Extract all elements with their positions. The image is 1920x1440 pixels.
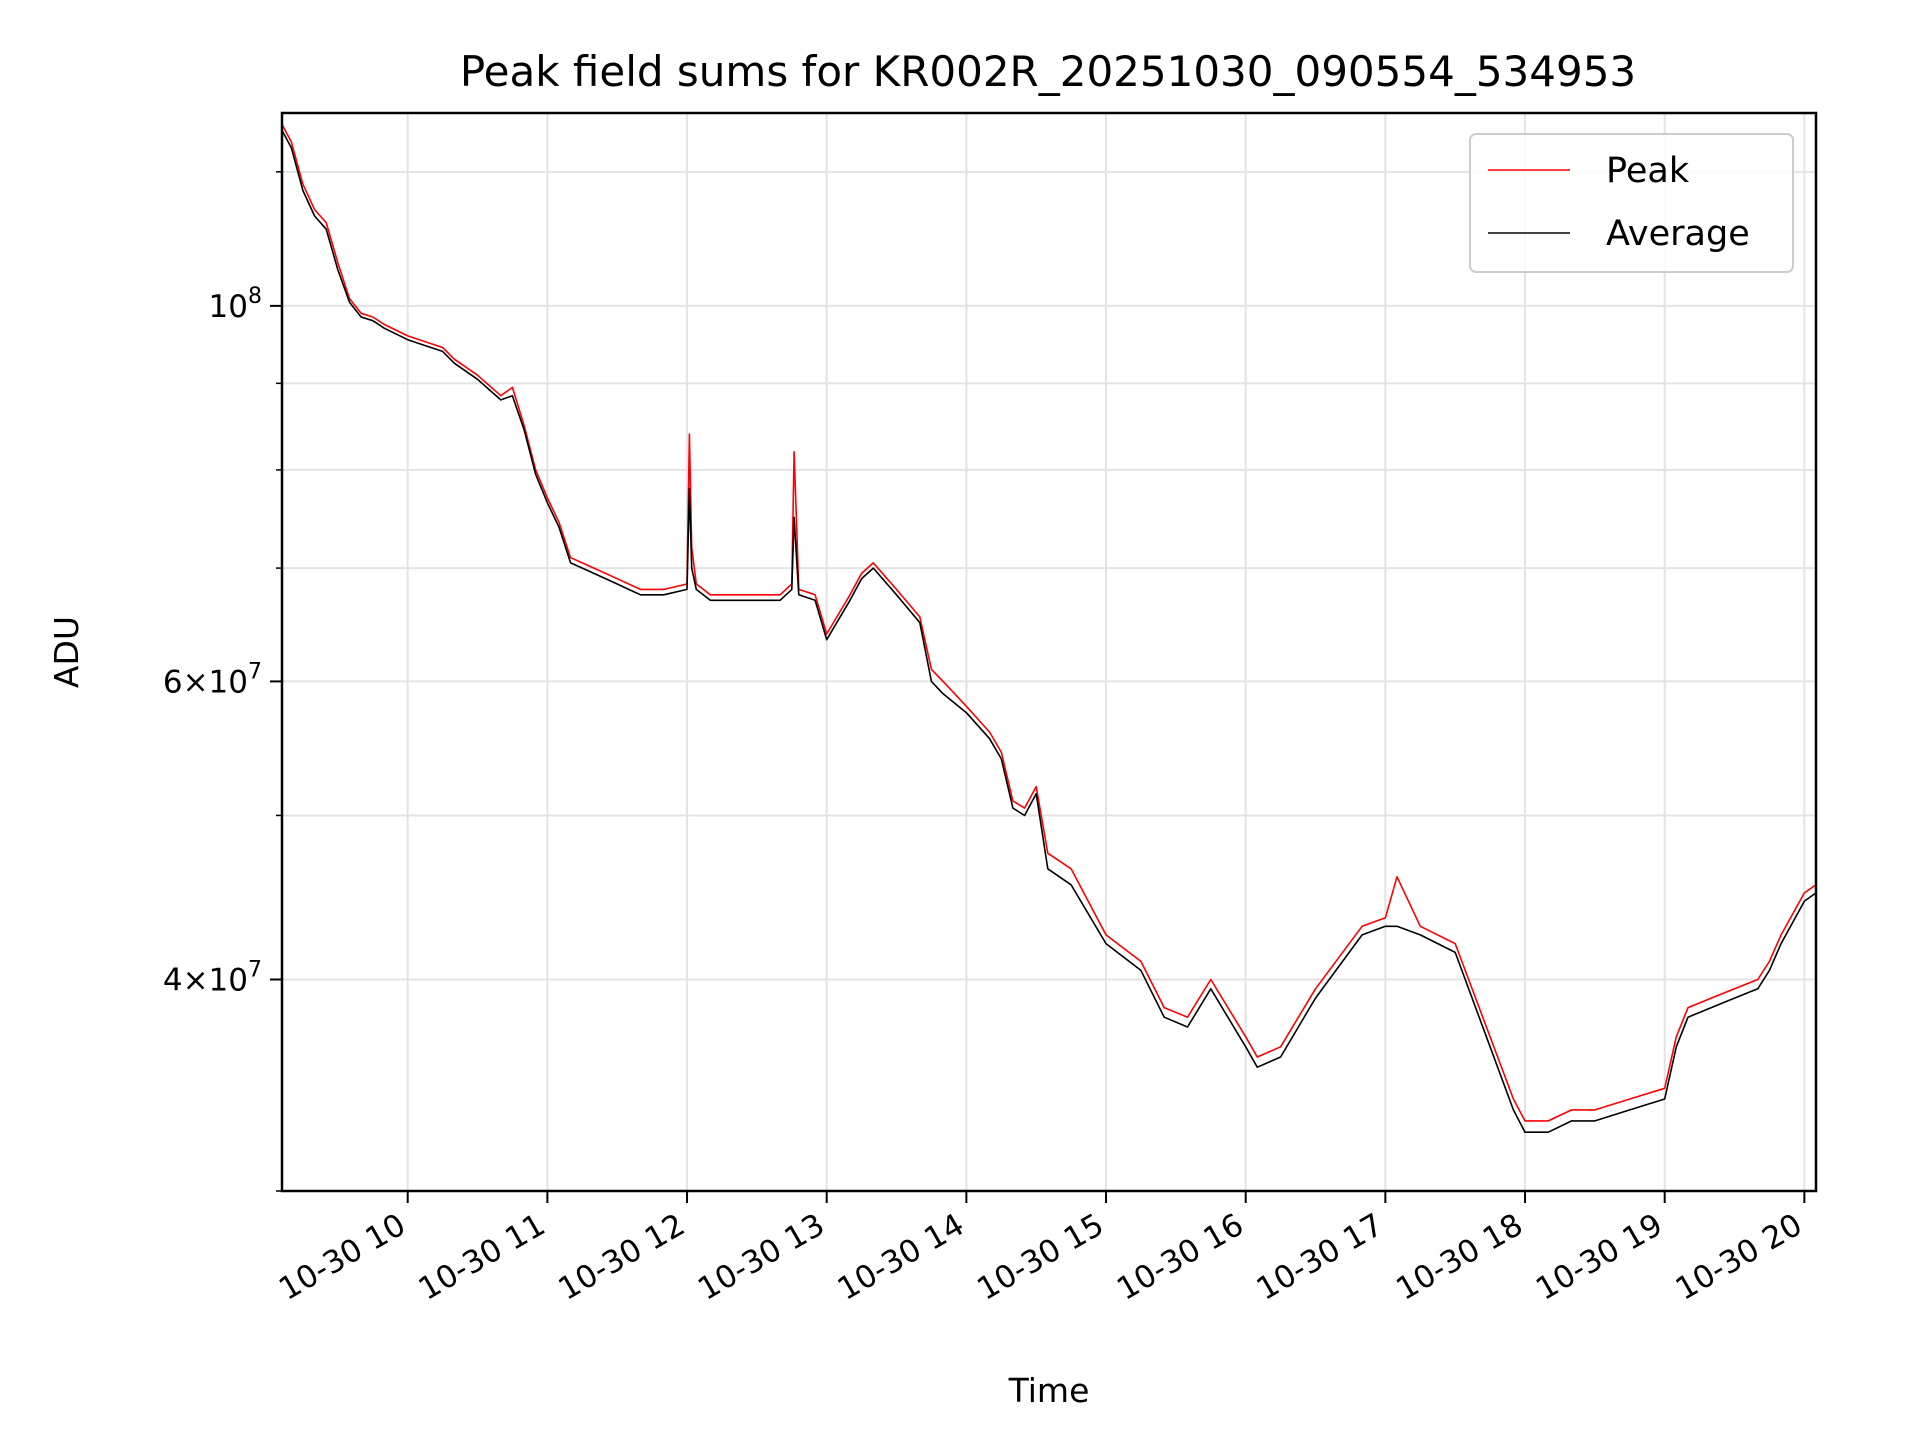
series-line-average (281, 129, 1817, 1133)
grid-layer (282, 113, 1816, 1192)
series-layer (281, 124, 1817, 1133)
legend-box (1469, 133, 1794, 273)
y-tick-label: 4×107 (163, 958, 262, 999)
series-line-peak (281, 124, 1817, 1122)
y-axis-label: ADU (47, 616, 86, 688)
legend-peak-label: Peak (1606, 151, 1690, 191)
legend: Peak Average (1469, 133, 1794, 273)
chart-title: Peak field sums for KR002R_20251030_0905… (460, 47, 1636, 96)
plot-frame (280, 111, 1818, 1193)
y-tick-label: 108 (209, 284, 262, 325)
legend-average-label: Average (1606, 214, 1750, 254)
y-tick-label: 6×107 (163, 659, 262, 700)
x-axis-label: Time (1008, 1371, 1090, 1410)
y-tick-layer: 108 6×107 4×107 (163, 171, 282, 1192)
